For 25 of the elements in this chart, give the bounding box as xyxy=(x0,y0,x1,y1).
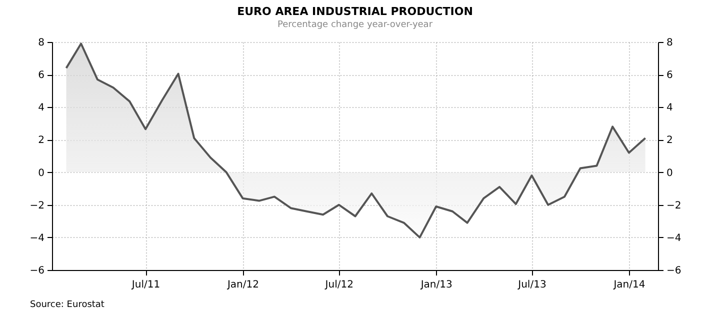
y2-tick-label: 4 xyxy=(666,102,673,114)
y-tick-label: −6 xyxy=(30,266,44,276)
x-tick-label: Jan/13 xyxy=(420,280,452,290)
chart-subtitle: Percentage change year-over-year xyxy=(277,20,433,30)
y2-tick-label: −2 xyxy=(666,200,682,212)
y2-tick-label: 0 xyxy=(666,168,673,179)
chart-title: EURO AREA INDUSTRIAL PRODUCTION xyxy=(237,5,473,18)
x-tick-label: Jul/13 xyxy=(517,280,546,290)
y-tick-label: 4 xyxy=(38,102,44,114)
y-tick-label: 0 xyxy=(38,168,44,179)
x-tick-label: Jul/11 xyxy=(130,280,160,290)
y2-tick-label: −4 xyxy=(666,232,682,244)
y2-tick-label: 8 xyxy=(666,38,673,48)
x-tick-label: Jan/12 xyxy=(226,280,259,290)
y-tick-label: −4 xyxy=(30,232,44,244)
y2-tick-label: 6 xyxy=(666,70,673,82)
x-tick-label: Jan/14 xyxy=(612,280,646,290)
y2-tick-label: −6 xyxy=(666,266,682,276)
y2-tick-label: 2 xyxy=(666,135,673,146)
source-note: Source: Eurostat xyxy=(30,300,104,310)
y-tick-label: −2 xyxy=(30,200,44,212)
y-tick-label: 8 xyxy=(38,38,44,48)
y-tick-label: 6 xyxy=(38,70,44,82)
x-tick-label: Jul/12 xyxy=(324,280,354,290)
y-tick-label: 2 xyxy=(38,135,44,146)
